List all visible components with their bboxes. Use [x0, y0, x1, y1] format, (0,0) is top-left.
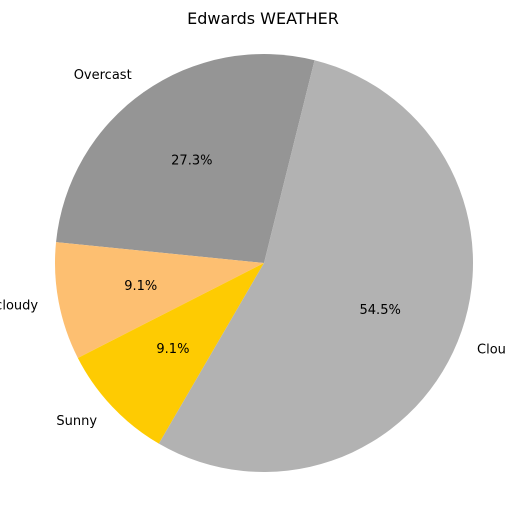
slice-overcast	[56, 54, 315, 264]
slice-percent-cloudy: 54.5%	[360, 303, 401, 318]
slice-cloudy	[158, 60, 474, 473]
slice-percent-sunny: 9.1%	[156, 342, 189, 357]
slice-percent-overcast: 27.3%	[171, 153, 212, 168]
slice-percent-partly-cloudy: 9.1%	[124, 279, 157, 294]
pie-labels: Overcast 27.3% Partly cloudy 9.1% Sunny 9.1% C…	[0, 68, 506, 429]
slice-label-cloudy: Cloudy	[477, 342, 506, 357]
pie-slices	[54, 54, 474, 473]
slice-label-partly-cloudy: Partly cloudy	[0, 299, 38, 314]
slice-label-overcast: Overcast	[74, 68, 132, 83]
slice-partly-cloudy	[54, 242, 264, 359]
slice-label-sunny: Sunny	[56, 414, 97, 429]
slice-sunny	[77, 263, 265, 444]
chart-title: Edwards WEATHER	[187, 9, 339, 28]
